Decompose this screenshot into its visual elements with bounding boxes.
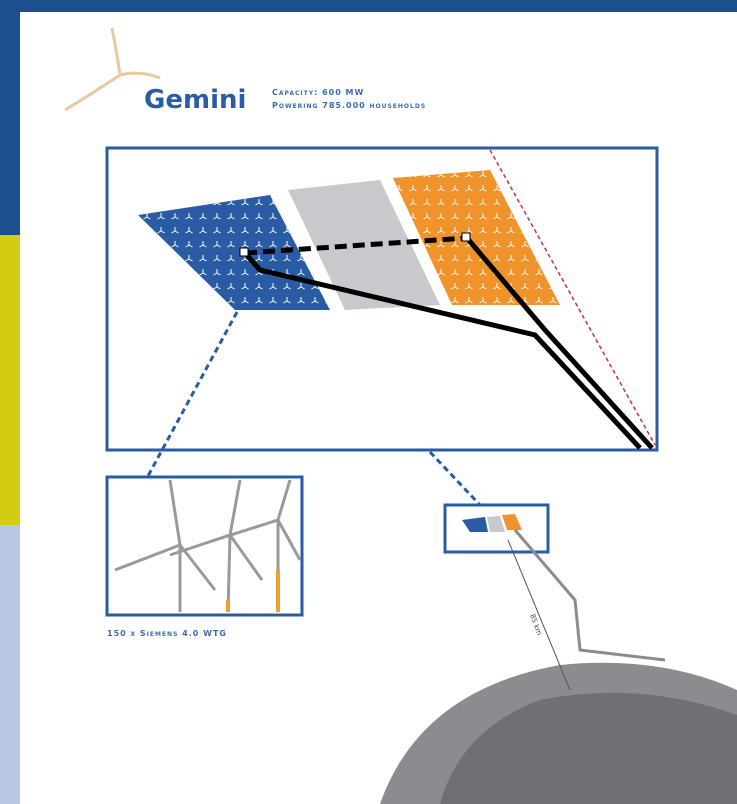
cable-1 [243, 251, 642, 450]
locator-gray [487, 516, 505, 532]
turbines-blue [138, 195, 330, 310]
inset-box [105, 475, 304, 617]
locator-blue [462, 517, 488, 532]
zoom-line [428, 450, 482, 507]
logo: Gemini [64, 27, 246, 115]
cable-route [513, 529, 666, 662]
substation-2 [461, 232, 471, 242]
locator-orange [502, 514, 522, 530]
capacity: Capacity: 600 MW [272, 88, 364, 97]
inset-caption: 150 x Siemens 4.0 WTG [107, 629, 227, 638]
turbine-drawing [114, 479, 302, 613]
border-line [489, 149, 656, 446]
zoom-line [146, 311, 239, 477]
cable-2 [465, 236, 654, 450]
interconnect [244, 235, 468, 256]
substation-1 [239, 247, 249, 257]
logo-text: Gemini [144, 85, 246, 115]
yellow-band [0, 235, 20, 525]
land-inner [440, 692, 737, 804]
turbines-orange [393, 170, 560, 305]
distance-line [507, 539, 571, 691]
light-band [0, 525, 20, 804]
locator-box [443, 503, 550, 554]
households: Powering 785.000 households [272, 101, 426, 110]
